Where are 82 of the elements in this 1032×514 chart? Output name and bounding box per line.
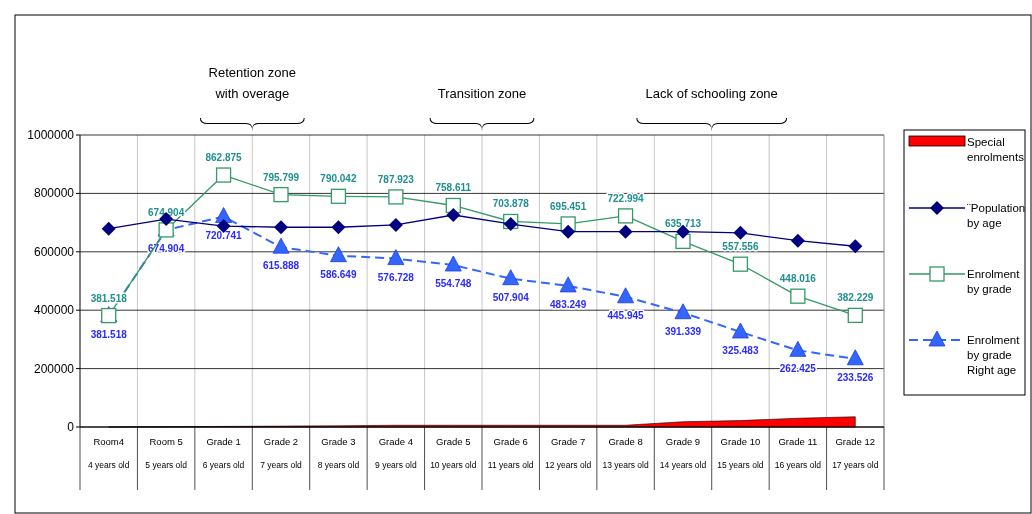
data-label: 586.649 <box>320 268 357 280</box>
y-tick-label: 800000 <box>33 186 75 201</box>
category-label: Grade 2 7 years old <box>260 436 302 470</box>
point <box>503 217 518 232</box>
category-label: Grade 12 17 years old <box>832 436 879 470</box>
data-label: 787.923 <box>377 173 415 185</box>
y-tick-label: 0 <box>67 420 75 434</box>
category-label: Grade 5 10 years old <box>430 436 477 470</box>
category-label: Grade 8 13 years old <box>602 436 649 470</box>
point <box>674 303 692 320</box>
data-label: 758.611 <box>435 182 472 194</box>
data-label: 703.878 <box>492 198 530 210</box>
point <box>790 288 806 304</box>
category-label: Room 5 5 years old <box>145 436 187 470</box>
point <box>330 246 347 263</box>
data-label: 448.016 <box>779 273 817 285</box>
y-tick-label: 1000000 <box>27 128 75 142</box>
category-label: Grade 9 14 years old <box>659 436 707 470</box>
point <box>273 186 289 203</box>
data-label: 391.339 <box>664 325 702 337</box>
data-label: 790.042 <box>320 173 357 185</box>
data-label: 615.888 <box>262 260 300 272</box>
data-label: 695.451 <box>550 200 587 212</box>
point <box>388 189 404 205</box>
text: Retention zone with overage <box>208 65 297 101</box>
point <box>272 237 290 254</box>
data-label: 325.483 <box>722 344 759 356</box>
category-label: Grade 7 12 years old <box>544 436 592 470</box>
data-label: 507.904 <box>492 291 530 303</box>
legend-label: Special enrolments <box>967 136 1025 163</box>
point <box>790 233 805 248</box>
point <box>274 220 288 235</box>
data-label: 720.741 <box>205 229 243 241</box>
data-label: 483.249 <box>550 298 587 310</box>
point <box>847 307 863 324</box>
point <box>559 276 577 293</box>
point <box>388 217 403 232</box>
point <box>387 249 405 265</box>
data-label: 445.945 <box>607 309 645 321</box>
text: Lack of schooling zone <box>645 86 778 101</box>
legend-label: Enrolment by grade Right age <box>967 334 1021 376</box>
point <box>617 208 634 224</box>
category-label: Grade 10 15 years old <box>717 436 764 470</box>
point <box>789 340 807 357</box>
text: Transition zone <box>437 86 527 101</box>
point <box>618 224 633 239</box>
data-label: 554.748 <box>435 278 472 290</box>
point <box>331 220 346 235</box>
y-tick-label: 200000 <box>33 361 75 376</box>
category-label: Grade 11 16 years old <box>774 436 822 470</box>
data-label: 381.518 <box>90 328 128 340</box>
point <box>446 208 461 223</box>
data-label: 635.713 <box>664 218 702 230</box>
data-label: 557.556 <box>722 241 759 253</box>
y-tick-label: 600000 <box>33 244 75 259</box>
data-label: 233.526 <box>837 371 874 383</box>
data-label: 382.229 <box>837 292 874 304</box>
point <box>561 224 576 239</box>
point <box>444 255 462 272</box>
point <box>732 322 749 339</box>
category-label: Grade 4 9 years old <box>375 436 417 470</box>
category-label: Room4 4 years old <box>87 436 130 470</box>
data-label: 674.904 <box>148 206 185 218</box>
category-label: Grade 6 11 years old <box>487 436 534 470</box>
data-label: 722.994 <box>607 192 645 204</box>
point <box>848 239 863 254</box>
point <box>733 225 748 240</box>
legend-label: Enrolment by grade <box>967 268 1021 295</box>
y-tick-label: 400000 <box>33 303 75 318</box>
point <box>732 256 749 272</box>
category-label: Grade 3 8 years old <box>317 436 360 470</box>
point <box>502 269 520 286</box>
point <box>101 221 116 236</box>
point <box>330 188 347 204</box>
legend-label: ¨Population by age <box>967 202 1026 229</box>
point <box>215 167 232 183</box>
data-label: 862.875 <box>205 152 243 164</box>
point <box>617 287 634 304</box>
point <box>846 349 864 366</box>
data-label: 576.728 <box>377 271 415 283</box>
data-label: 795.799 <box>262 171 300 183</box>
category-label: Grade 1 6 years old <box>202 436 245 470</box>
